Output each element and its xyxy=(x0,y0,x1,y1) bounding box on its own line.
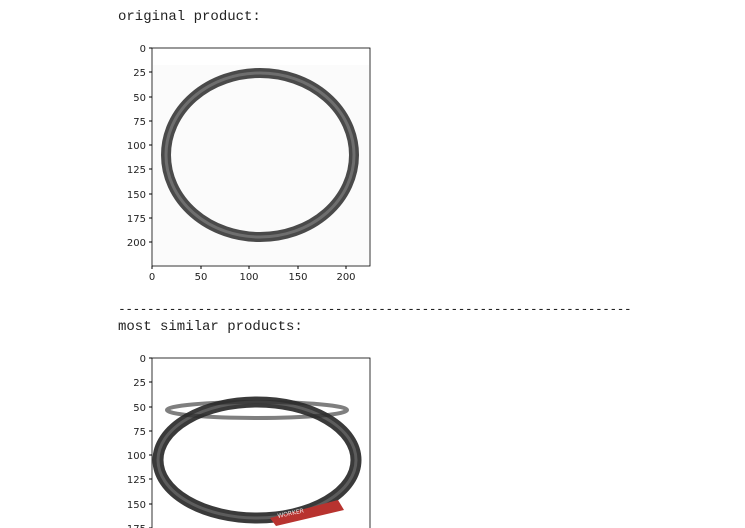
original-y-tick-label: 150 xyxy=(127,190,146,201)
original-y-tick-label: 75 xyxy=(133,117,146,128)
similar-y-tick-label: 175 xyxy=(127,524,146,528)
original-product-figure: 0 25 50 75 100 125 150 175 200 0 50 100 xyxy=(127,44,371,283)
original-x-tick-label: 50 xyxy=(195,272,208,283)
similar-products-heading: most similar products: xyxy=(118,319,303,335)
original-y-tick-label: 100 xyxy=(127,141,146,152)
similar-y-tick-label: 100 xyxy=(127,451,146,462)
original-product-heading: original product: xyxy=(118,9,261,25)
belt-ring-image xyxy=(161,68,359,242)
original-y-tick-label: 0 xyxy=(140,44,146,55)
original-y-tick-label: 200 xyxy=(127,238,146,249)
similar-y-tick-label: 125 xyxy=(127,475,146,486)
original-x-tick-label: 100 xyxy=(239,272,258,283)
similar-y-tick-label: 75 xyxy=(133,427,146,438)
original-y-axis: 0 25 50 75 100 125 150 175 200 xyxy=(127,44,152,249)
belt-brand-label xyxy=(270,500,344,526)
original-x-tick-label: 200 xyxy=(336,272,355,283)
original-y-tick-label: 175 xyxy=(127,214,146,225)
similar-product-plot: WORKER 0 25 50 75 100 125 150 175 xyxy=(100,348,400,528)
similar-y-tick-label: 150 xyxy=(127,500,146,511)
belt-ring-with-label-image: WORKER xyxy=(152,396,362,526)
original-y-tick-label: 25 xyxy=(133,68,146,79)
original-x-tick-label: 150 xyxy=(288,272,307,283)
similar-y-tick-label: 50 xyxy=(133,403,146,414)
original-y-tick-label: 50 xyxy=(133,93,146,104)
separator-line-middle: ----------------------------------------… xyxy=(118,302,632,317)
original-product-plot: 0 25 50 75 100 125 150 175 200 0 50 100 xyxy=(100,38,400,288)
similar-product-figure: WORKER 0 25 50 75 100 125 150 175 xyxy=(127,354,371,528)
original-y-tick-label: 125 xyxy=(127,165,146,176)
original-x-tick-label: 0 xyxy=(149,272,155,283)
separator-line-top: ----------------------------------------… xyxy=(118,0,632,6)
similar-y-tick-label: 0 xyxy=(140,354,146,365)
original-x-axis: 0 50 100 150 200 xyxy=(149,266,356,283)
similar-y-axis: 0 25 50 75 100 125 150 175 xyxy=(127,354,152,528)
similar-y-tick-label: 25 xyxy=(133,378,146,389)
